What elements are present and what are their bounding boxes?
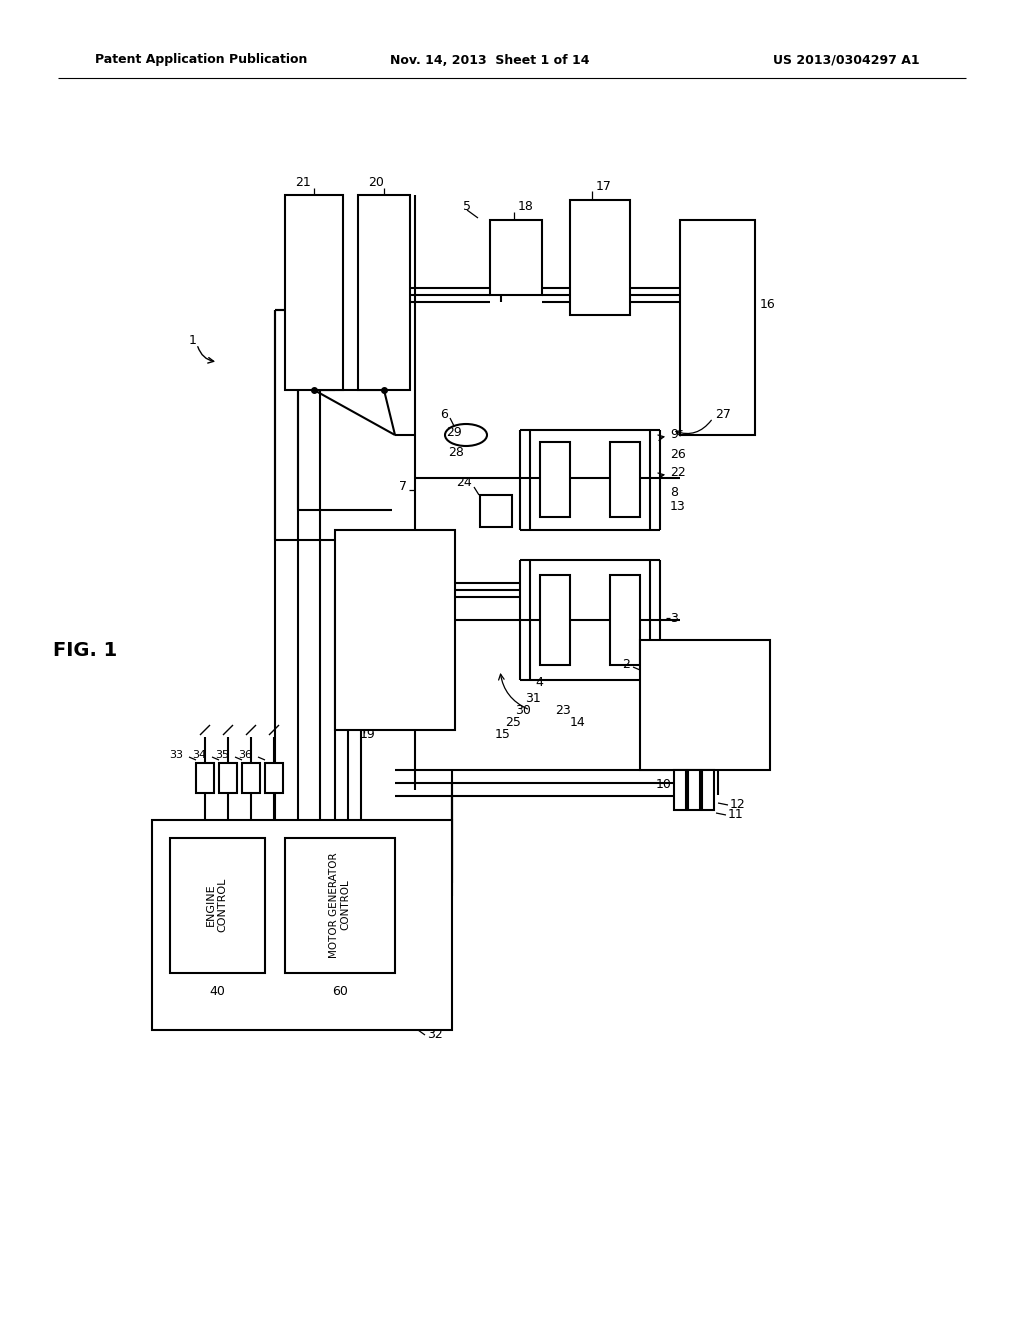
Text: 60: 60: [332, 985, 348, 998]
Text: 14: 14: [570, 715, 586, 729]
Text: 29: 29: [446, 425, 462, 438]
Text: 24: 24: [457, 477, 472, 490]
Text: 19: 19: [360, 729, 376, 742]
Bar: [540, 442, 570, 517]
Text: 12: 12: [730, 799, 745, 812]
Bar: [285, 195, 343, 389]
Text: 13: 13: [670, 500, 686, 513]
Bar: [242, 763, 260, 793]
Text: Patent Application Publication: Patent Application Publication: [95, 54, 307, 66]
Text: 18: 18: [518, 201, 534, 214]
Text: 10: 10: [656, 779, 672, 792]
Text: 25: 25: [505, 715, 521, 729]
Text: 36: 36: [238, 750, 252, 760]
Text: 27: 27: [715, 408, 731, 421]
Bar: [570, 201, 630, 315]
Text: 5: 5: [463, 201, 471, 214]
Text: FIG. 1: FIG. 1: [53, 640, 117, 660]
Text: 21: 21: [295, 177, 310, 190]
Text: 26: 26: [670, 449, 686, 462]
Bar: [540, 576, 570, 665]
Text: 8: 8: [670, 486, 678, 499]
Text: 30: 30: [515, 704, 530, 717]
Bar: [610, 442, 640, 517]
Bar: [335, 531, 455, 730]
Text: 1: 1: [189, 334, 197, 346]
Text: Nov. 14, 2013  Sheet 1 of 14: Nov. 14, 2013 Sheet 1 of 14: [390, 54, 590, 66]
Text: 22: 22: [670, 466, 686, 479]
Text: 35: 35: [215, 750, 229, 760]
Text: ENGINE
CONTROL: ENGINE CONTROL: [206, 878, 227, 932]
Bar: [196, 763, 214, 793]
Text: 16: 16: [760, 298, 776, 312]
Text: 6: 6: [440, 408, 449, 421]
Text: 20: 20: [368, 177, 384, 190]
Bar: [219, 763, 237, 793]
Text: 15: 15: [495, 727, 511, 741]
Text: 4: 4: [535, 676, 543, 689]
Text: 40: 40: [209, 985, 225, 998]
Bar: [610, 576, 640, 665]
Text: MOTOR GENERATOR
CONTROL: MOTOR GENERATOR CONTROL: [329, 853, 351, 958]
Text: 32: 32: [427, 1028, 442, 1041]
Bar: [152, 820, 452, 1030]
Text: 34: 34: [191, 750, 206, 760]
Text: 7: 7: [399, 480, 407, 494]
Text: 31: 31: [525, 692, 541, 705]
Text: 23: 23: [555, 704, 570, 717]
Text: 33: 33: [169, 750, 183, 760]
Ellipse shape: [445, 424, 487, 446]
Text: 11: 11: [728, 808, 743, 821]
Bar: [688, 770, 700, 810]
Text: 17: 17: [596, 180, 612, 193]
Bar: [702, 770, 714, 810]
Bar: [640, 640, 770, 770]
Bar: [674, 770, 686, 810]
Bar: [358, 195, 410, 389]
Bar: [170, 838, 265, 973]
Bar: [285, 838, 395, 973]
Bar: [265, 763, 283, 793]
Bar: [480, 495, 512, 527]
Text: US 2013/0304297 A1: US 2013/0304297 A1: [773, 54, 920, 66]
Text: 2: 2: [623, 659, 630, 672]
Text: 9: 9: [670, 429, 678, 441]
Bar: [490, 220, 542, 294]
Text: 28: 28: [449, 446, 464, 459]
Text: 3: 3: [670, 611, 678, 624]
Bar: [680, 220, 755, 436]
